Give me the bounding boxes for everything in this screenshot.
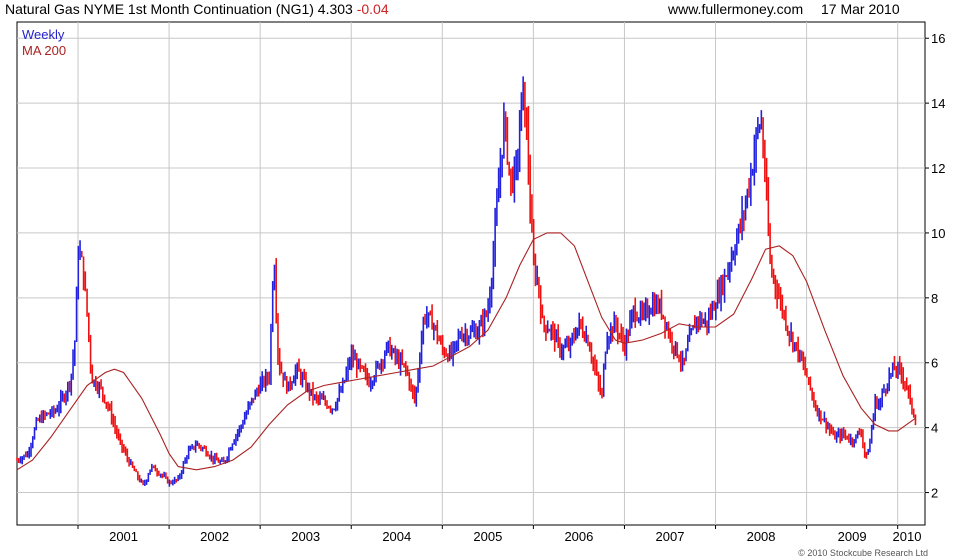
price-bars-layer bbox=[16, 76, 917, 487]
x-tick-label: 2007 bbox=[656, 529, 685, 544]
y-tick-label: 8 bbox=[931, 291, 938, 306]
x-tick-label: 2010 bbox=[893, 529, 922, 544]
legend-weekly: Weekly bbox=[22, 27, 65, 42]
x-tick-label: 2003 bbox=[291, 529, 320, 544]
x-tick-label: 2006 bbox=[564, 529, 593, 544]
axis-layer: 2 4 6 8 10 12 14 16 2001 2002 2003 2004 2005 2006 2007… bbox=[77, 31, 945, 544]
chart-date: 17 Mar 2010 bbox=[821, 1, 900, 17]
price-change: -0.04 bbox=[356, 1, 389, 17]
moving-average-layer bbox=[16, 232, 917, 471]
chart-header: Natural Gas NYME 1st Month Continuation … bbox=[5, 1, 925, 19]
y-tick-label: 6 bbox=[931, 356, 938, 371]
site-block: www.fullermoney.com bbox=[668, 1, 803, 17]
x-tick-label: 2001 bbox=[109, 529, 138, 544]
y-tick-label: 14 bbox=[931, 96, 945, 111]
site-link[interactable]: www.fullermoney.com bbox=[668, 1, 804, 17]
copyright: © 2010 Stockcube Research Ltd bbox=[798, 548, 928, 558]
legend-ma200: MA 200 bbox=[22, 43, 67, 58]
y-tick-label: 10 bbox=[931, 226, 945, 241]
ma200-line bbox=[16, 232, 917, 471]
plot-frame bbox=[16, 21, 926, 526]
grid-layer bbox=[17, 22, 925, 525]
y-tick-label: 2 bbox=[931, 486, 938, 501]
y-tick-label: 4 bbox=[931, 421, 938, 436]
x-tick-label: 2009 bbox=[838, 529, 867, 544]
title-block: Natural Gas NYME 1st Month Continuation … bbox=[5, 1, 389, 17]
y-tick-label: 12 bbox=[931, 161, 945, 176]
x-tick-label: 2008 bbox=[747, 529, 776, 544]
chart-title: Natural Gas NYME 1st Month Continuation … bbox=[5, 1, 353, 17]
y-tick-label: 16 bbox=[931, 31, 945, 46]
x-tick-label: 2002 bbox=[200, 529, 229, 544]
x-tick-label: 2005 bbox=[473, 529, 502, 544]
x-tick-label: 2004 bbox=[382, 529, 411, 544]
